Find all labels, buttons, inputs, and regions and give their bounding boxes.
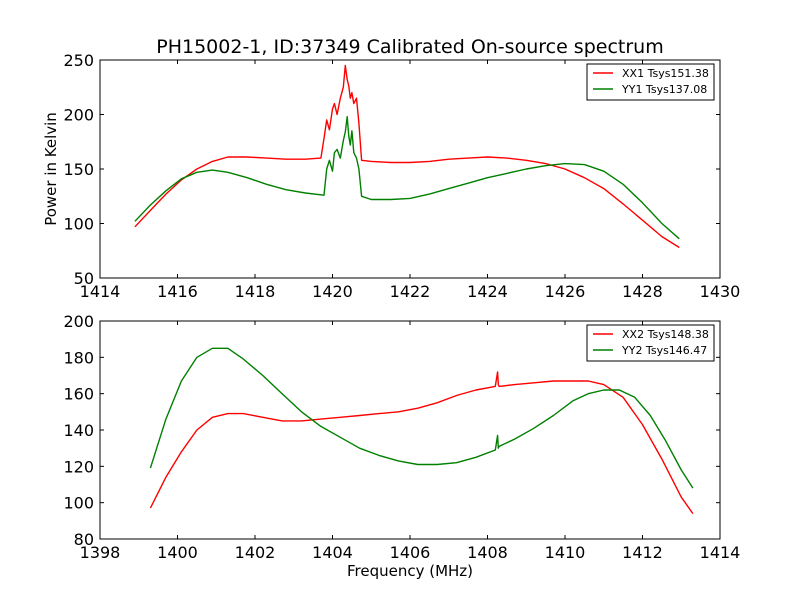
top-series-line-xx1 <box>134 64 680 249</box>
bottom-plot-series <box>149 347 694 515</box>
bottom-plot: 1398 1400 1402 1404 1406 1408 1410 1412 1414 801… <box>63 312 740 580</box>
bottom-plot-legend-label-yy2: YY2 Tsys146.47 <box>621 344 707 357</box>
bot-y-tick-label: 100 <box>63 494 94 513</box>
bot-y-tick-label: 200 <box>63 312 94 331</box>
bot-x-tick-label: 1400 <box>157 543 198 562</box>
bot-x-tick-label: 1410 <box>545 543 586 562</box>
top-y-tick-label: 100 <box>63 215 94 234</box>
top-plot-x-ticks: 1414 1416 1418 1420 1422 1424 1426 1428 1430 <box>80 60 741 301</box>
top-plot-legend-label-xx1: XX1 Tsys151.38 <box>622 67 709 80</box>
top-plot-legend-box <box>586 63 715 101</box>
bottom-plot-x-axis-label: Frequency (MHz) <box>347 562 473 580</box>
bot-series-line-yy2 <box>149 347 694 489</box>
top-y-tick-label: 250 <box>63 51 94 70</box>
bot-series-line-xx2 <box>149 371 694 515</box>
top-x-tick-label: 1418 <box>235 282 276 301</box>
bottom-plot-legend-label-xx2: XX2 Tsys148.38 <box>622 328 709 341</box>
figure-title: PH15002-1, ID:37349 Calibrated On-source… <box>156 36 663 58</box>
bot-y-tick-label: 140 <box>63 421 94 440</box>
top-x-tick-label: 1414 <box>80 282 121 301</box>
bot-x-tick-label: 1402 <box>235 543 276 562</box>
top-x-tick-label: 1416 <box>157 282 198 301</box>
top-x-tick-label: 1428 <box>622 282 663 301</box>
bot-x-tick-label: 1414 <box>700 543 741 562</box>
top-x-tick-label: 1422 <box>390 282 431 301</box>
bottom-plot-legend-box <box>586 324 715 362</box>
bottom-plot-legend: XX2 Tsys148.38 YY2 Tsys146.47 <box>586 324 715 362</box>
bot-x-tick-label: 1406 <box>390 543 431 562</box>
bot-y-tick-label: 180 <box>63 348 94 367</box>
top-x-tick-label: 1430 <box>700 282 741 301</box>
top-y-tick-label: 150 <box>63 160 94 179</box>
top-x-tick-label: 1426 <box>545 282 586 301</box>
top-x-tick-label: 1420 <box>312 282 353 301</box>
top-plot-series <box>134 64 680 249</box>
bot-x-tick-label: 1404 <box>312 543 353 562</box>
bottom-plot-x-ticks: 1398 1400 1402 1404 1406 1408 1410 1412 1414 <box>80 321 741 562</box>
top-y-tick-label: 50 <box>74 269 94 288</box>
top-plot: 1414 1416 1418 1420 1422 1424 1426 1428 1430 501… <box>42 51 740 301</box>
top-x-tick-label: 1424 <box>467 282 508 301</box>
bottom-plot-y-ticks: 80 100 120 140 160 180 200 <box>63 312 720 549</box>
bot-y-tick-label: 160 <box>63 385 94 404</box>
bot-y-tick-label: 120 <box>63 457 94 476</box>
bot-y-tick-label: 80 <box>74 530 94 549</box>
top-plot-legend-label-yy1: YY1 Tsys137.08 <box>621 83 707 96</box>
top-plot-y-ticks: 50 100 150 200 250 <box>63 51 720 288</box>
bot-x-tick-label: 1408 <box>467 543 508 562</box>
top-series-line-yy1 <box>134 116 680 240</box>
top-plot-y-axis-label: Power in Kelvin <box>42 112 60 226</box>
top-plot-legend: XX1 Tsys151.38 YY1 Tsys137.08 <box>586 63 715 101</box>
bot-x-tick-label: 1412 <box>622 543 663 562</box>
bot-x-tick-label: 1398 <box>80 543 121 562</box>
top-y-tick-label: 200 <box>63 106 94 125</box>
